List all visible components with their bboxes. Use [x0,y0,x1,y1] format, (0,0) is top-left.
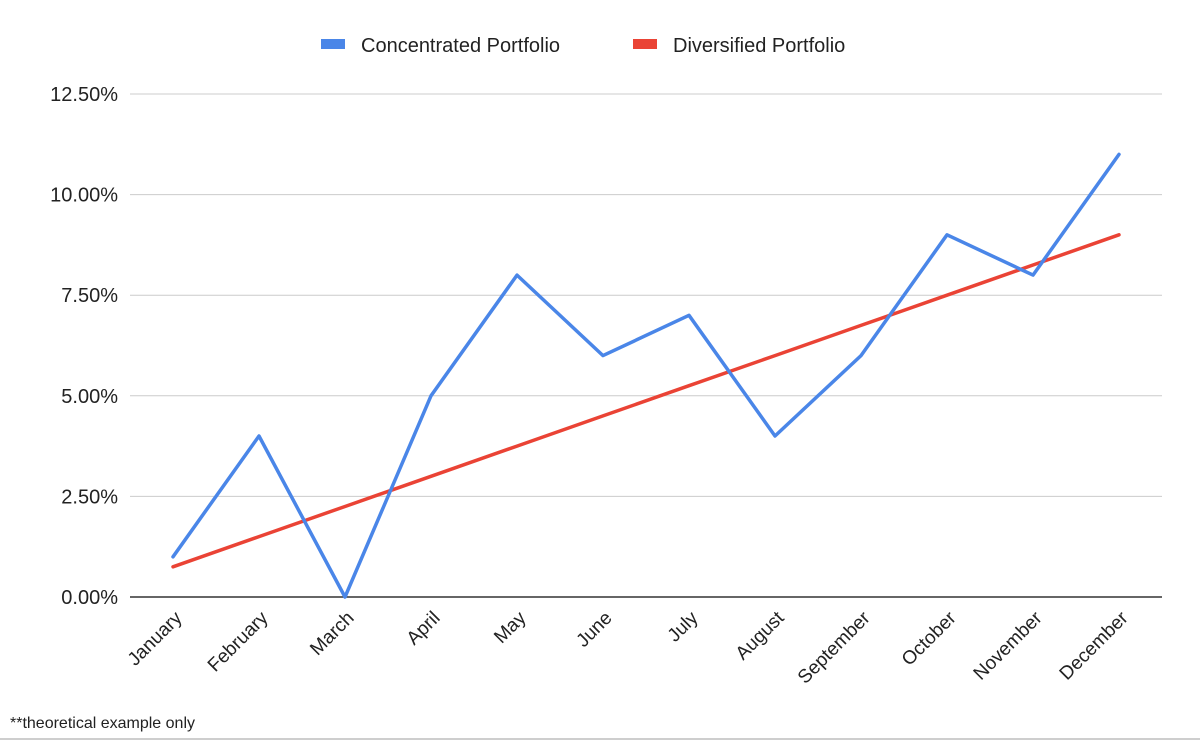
legend-swatch [321,39,345,49]
x-tick-label: April [403,608,445,650]
series-line [171,152,1121,599]
x-tick-label: September [794,607,875,688]
x-tick-label: August [732,607,789,664]
y-axis-tick-labels: 0.00% 2.50% 5.00% 7.50% 10.00% 12.50% [50,84,118,609]
y-tick-label: 7.50% [61,285,118,307]
x-tick-label: December [1056,607,1133,684]
y-tick-label: 5.00% [61,386,118,408]
gridlines [130,93,1162,497]
x-tick-label: March [306,608,358,660]
x-tick-label: May [490,607,531,648]
legend-swatch [633,39,657,49]
series-lines [171,152,1121,599]
x-axis-tick-labels: January February March April May June July Augu… [124,607,1133,688]
y-tick-label: 2.50% [61,486,118,508]
legend-label: Diversified Portfolio [673,35,845,57]
x-tick-label: January [124,607,187,670]
legend-label: Concentrated Portfolio [361,35,560,57]
y-tick-label: 10.00% [50,185,118,207]
x-tick-label: November [970,607,1047,684]
y-tick-label: 0.00% [61,587,118,609]
x-tick-label: July [664,607,703,646]
series-line [171,233,1121,569]
x-tick-label: October [898,607,961,670]
x-tick-label: February [204,607,273,676]
x-tick-label: June [573,608,617,652]
footnote-text: **theoretical example only [10,715,195,732]
legend: Concentrated Portfolio Diversified Portfo… [321,35,845,57]
y-tick-label: 12.50% [50,84,118,106]
